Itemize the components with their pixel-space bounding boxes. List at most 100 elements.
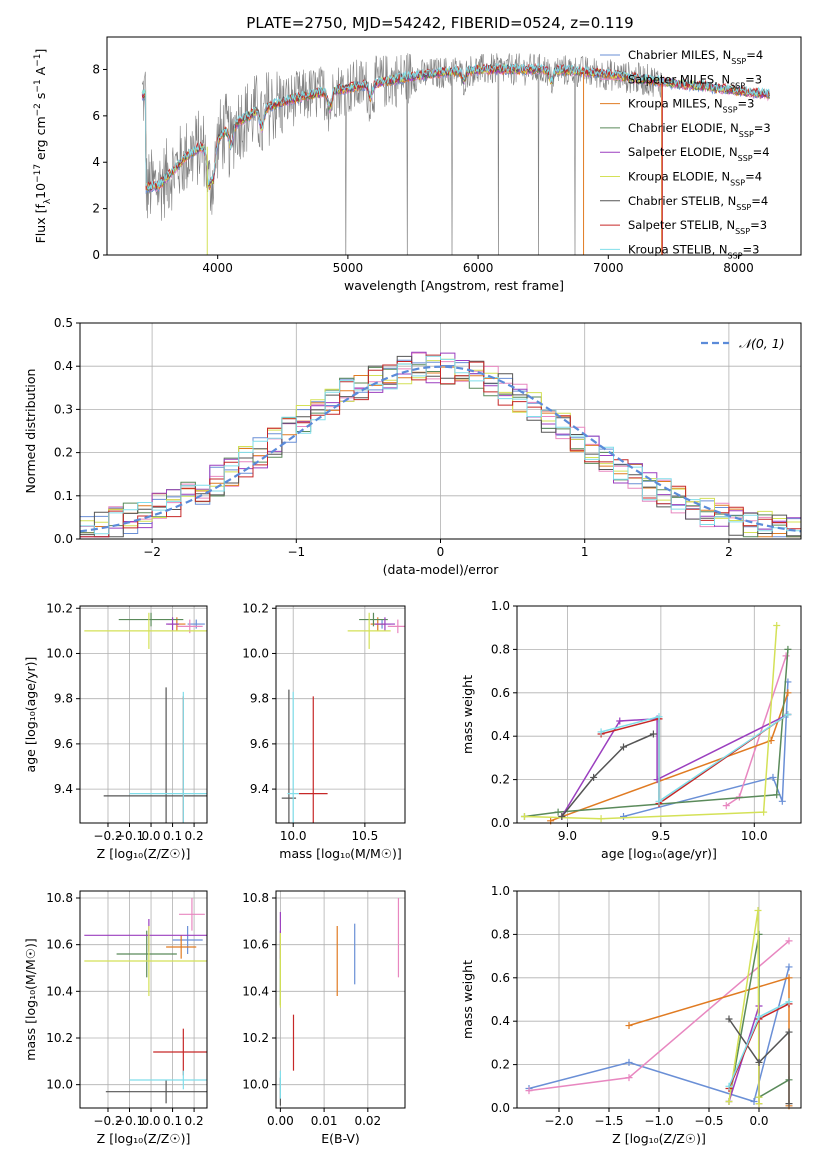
residual-histogram [80, 354, 801, 538]
massweight-line [524, 625, 778, 820]
x-tick-label: 10.0 [741, 829, 768, 843]
x-tick-label: −0.2 [93, 1114, 122, 1128]
y-tick-label: 2 [92, 202, 100, 216]
y-tick-label: 9.4 [250, 782, 269, 796]
y-tick-label: 0.0 [491, 1101, 510, 1115]
residuals-panel: −2 −1 0 1 2 0.0 0.1 0.2 0.3 0.4 0.5 (data-model)/er… [23, 316, 802, 577]
y-tick-label: 1.0 [491, 884, 510, 898]
y-tick-label: 0.2 [54, 446, 73, 460]
massweight-line [524, 649, 789, 818]
massweight-point [785, 974, 793, 982]
x-tick-label: 0.0 [749, 1114, 768, 1128]
y-tick-label: 10.2 [46, 601, 73, 615]
x-tick-label: −0.1 [115, 1114, 144, 1128]
x-tick-label: 10.0 [280, 829, 307, 843]
y-tick-label: 0.1 [54, 489, 73, 503]
x-tick-label: 10.5 [352, 829, 379, 843]
massweight-line [728, 1018, 790, 1104]
residual-histogram [80, 355, 801, 538]
y-tick-label: 10.4 [46, 984, 73, 998]
x-tick-label: −2.0 [544, 1114, 573, 1128]
massweight-point [725, 1082, 733, 1090]
massweight-point [725, 1015, 733, 1023]
x-tick-label: −1.0 [644, 1114, 673, 1128]
y-tick-label: 6 [92, 109, 100, 123]
y-tick-label: 0 [92, 248, 100, 262]
legend-entry: Kroupa STELIB, NSSP=3 [628, 242, 759, 260]
massweight-point [649, 730, 657, 738]
x-tick-label: 6000 [463, 261, 494, 275]
massweight-point [625, 1074, 633, 1082]
age_vs_mass-panel: 10.0 10.5 9.4 9.6 9.8 10.0 10.2 mass [log₁₀(M/M… [242, 601, 406, 861]
massweight-point [725, 1097, 733, 1105]
y-tick-label: 0.3 [54, 402, 73, 416]
x-axis-label: age [log₁₀(age/yr)] [601, 846, 717, 861]
axes-frame [275, 605, 406, 824]
massweight-point [769, 773, 777, 781]
age_vs_Z-panel: −0.2−0.10.0 0.1 0.2 9.4 9.6 9.8 10.0 10.2 Z [log… [23, 601, 208, 861]
y-axis-label: age [log₁₀(age/yr)] [23, 657, 38, 773]
x-tick-label: 9.5 [651, 829, 670, 843]
massweight-point [750, 1097, 758, 1105]
y-tick-label: 9.6 [250, 737, 269, 751]
massweight-line [528, 966, 790, 1103]
x-tick-label: 0.2 [185, 829, 204, 843]
x-axis-label: wavelength [Angstrom, rest frame] [344, 278, 564, 293]
y-tick-label: 9.4 [54, 782, 73, 796]
x-tick-label: 0.00 [267, 1114, 294, 1128]
y-axis-label: Normed distribution [23, 369, 38, 494]
y-tick-label: 0.2 [491, 1058, 510, 1072]
y-tick-label: 0.5 [54, 316, 73, 330]
y-tick-label: 0.4 [491, 1014, 510, 1028]
y-axis-label: mass weight [460, 960, 475, 1039]
y-tick-label: 10.4 [242, 984, 269, 998]
x-axis-label: Z [log₁₀(Z/Z☉)] [612, 1131, 706, 1146]
x-axis-label: Z [log₁₀(Z/Z☉)] [97, 1131, 191, 1146]
y-axis-label: Flux [fλ10−17 erg cm−2 s−1 A−1] [33, 49, 53, 244]
y-tick-label: 1.0 [491, 599, 510, 613]
y-tick-label: 9.6 [54, 737, 73, 751]
x-tick-label: 0.0 [141, 829, 160, 843]
y-tick-label: 10.0 [242, 646, 269, 660]
y-tick-label: 0.2 [491, 773, 510, 787]
figure-title: PLATE=2750, MJD=54242, FIBERID=0524, z=0… [246, 14, 633, 32]
x-tick-label: 0.1 [163, 829, 182, 843]
massweight_vs_age-panel: 9.0 9.5 10.0 0.0 0.2 0.4 0.6 0.8 1.0 age [log₁₀(a… [460, 599, 802, 861]
massweight-point [655, 797, 663, 805]
massweight-point [616, 717, 624, 725]
y-axis-label: mass weight [460, 675, 475, 754]
massweight-point [755, 930, 763, 938]
massweight-line [600, 713, 789, 803]
legend-entry: Salpeter STELIB, NSSP=3 [628, 218, 767, 236]
mass_vs_ebv-panel: 0.00 0.01 0.02 10.0 10.2 10.4 10.6 10.8 E(B-V) [242, 890, 406, 1146]
massweight-point [782, 652, 790, 660]
y-tick-label: 10.2 [242, 601, 269, 615]
legend-entry: Chabrier ELODIE, NSSP=3 [628, 121, 771, 139]
y-tick-label: 10.6 [242, 938, 269, 952]
legend-entry: Salpeter ELODIE, NSSP=4 [628, 145, 770, 163]
x-tick-label: 0.01 [311, 1114, 338, 1128]
y-tick-label: 10.2 [242, 1031, 269, 1045]
y-tick-label: 0.0 [491, 816, 510, 830]
massweight-line [561, 733, 654, 817]
legend-entry: 𝒩(0, 1) [739, 336, 785, 351]
massweight-point [755, 1013, 763, 1021]
massweight-point [620, 812, 627, 820]
massweight-point [625, 1022, 633, 1030]
axes-frame [79, 605, 208, 824]
y-tick-label: 0.4 [491, 729, 510, 743]
massweight-point [785, 937, 793, 945]
x-tick-label: 7000 [593, 261, 624, 275]
massweight-point [785, 1100, 793, 1108]
y-tick-label: 0.0 [54, 532, 73, 546]
y-axis-label: mass [log₁₀(M/M☉)] [23, 938, 38, 1060]
x-tick-label: 4000 [202, 261, 233, 275]
spectrum-model-line [141, 62, 770, 190]
massweight-point [754, 907, 762, 915]
massweight-point [655, 713, 663, 721]
massweight-point [755, 1093, 763, 1101]
y-tick-label: 0.8 [491, 927, 510, 941]
x-tick-label: 1 [581, 545, 589, 559]
massweight-point [597, 728, 605, 736]
normal-curve [79, 365, 802, 533]
